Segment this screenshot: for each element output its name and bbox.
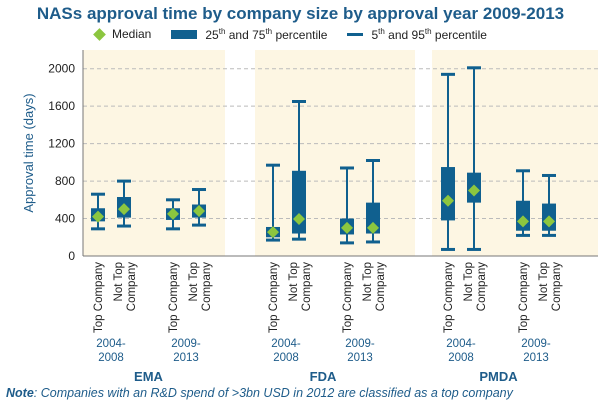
period-label-line: 2008	[448, 352, 474, 364]
median-marker	[193, 205, 205, 218]
category-label-line: Company	[551, 262, 563, 311]
box-pmda-0-1	[467, 66, 481, 251]
period-label-line: 2009-	[171, 338, 201, 350]
footnote: Note: Companies with an R&D spend of >3b…	[6, 386, 513, 400]
y-tick-label: 1600	[48, 99, 75, 113]
legend-whisker: 5th and 95th percentile	[347, 26, 487, 42]
category-label-line: Top Company	[518, 262, 530, 333]
category-label-line: Not Top	[538, 262, 550, 301]
category-label: Top Company	[168, 262, 180, 333]
box-fda-0-0	[266, 163, 280, 242]
agency-label: FDA	[310, 369, 337, 384]
period-label-line: 2013	[173, 352, 199, 364]
agency-band	[83, 50, 225, 256]
median-marker	[92, 210, 104, 223]
median-marker	[468, 184, 480, 197]
category-label-line: Company	[476, 262, 488, 311]
category-label-line: Company	[126, 262, 138, 311]
category-label-line: Not Top	[288, 262, 300, 301]
period-label-line: 2009-	[521, 338, 551, 350]
agency-band	[255, 50, 415, 256]
period-label-line: 2013	[523, 352, 549, 364]
period-label-line: 2004-	[446, 338, 476, 350]
median-marker	[367, 221, 379, 234]
category-label-line: Not Top	[362, 262, 374, 301]
median-marker	[442, 194, 454, 207]
box-ema-0-0	[91, 192, 105, 231]
box-swatch-icon	[171, 29, 198, 39]
category-label-line: Top Company	[268, 262, 280, 333]
box-fda-0-1	[292, 100, 306, 241]
box-ema-0-1	[117, 179, 131, 228]
y-tick-label: 1200	[48, 137, 75, 151]
period-label: 2009- 2013	[345, 338, 375, 364]
median-marker	[167, 207, 179, 220]
chart-title: NASs approval time by company size by ap…	[36, 4, 565, 23]
period-label-line: 2004-	[96, 338, 126, 350]
median-marker	[293, 213, 305, 226]
y-tick-label: 0	[68, 249, 75, 263]
category-label: Top Company	[342, 262, 354, 333]
category-label: Not TopCompany	[188, 262, 213, 311]
agency-label: PMDA	[479, 369, 518, 384]
box-fda-1-1	[366, 158, 380, 244]
box-ema-1-0	[166, 198, 180, 231]
legend-median-label: Median	[112, 27, 152, 41]
legend-box-label: 25th and 75th percentile	[205, 26, 328, 42]
category-label-line: Not Top	[113, 262, 125, 301]
box-pmda-0-0	[441, 72, 455, 251]
category-label: Not TopCompany	[538, 262, 563, 311]
legend-box: 25th and 75th percentile	[171, 27, 327, 42]
period-label-line: 2008	[98, 352, 124, 364]
legend-whisker-label: 5th and 95th percentile	[371, 26, 487, 42]
period-label: 2004- 2008	[96, 338, 126, 364]
category-label: Not TopCompany	[463, 262, 488, 311]
period-label-line: 2009-	[345, 338, 375, 350]
category-label-line: Company	[201, 262, 213, 311]
box-fda-1-0	[340, 166, 354, 245]
category-label: Top Company	[518, 262, 530, 333]
y-tick-label: 800	[55, 174, 75, 188]
category-label-line: Top Company	[443, 262, 455, 333]
iqr-box	[441, 167, 455, 221]
median-marker	[118, 203, 130, 216]
category-label-line: Company	[375, 262, 387, 311]
category-label-line: Not Top	[188, 262, 200, 301]
legend-median: Median	[93, 27, 152, 41]
period-label: 2004- 2008	[271, 338, 301, 364]
median-marker	[341, 221, 353, 234]
box-pmda-1-0	[516, 169, 530, 237]
category-label-line: Top Company	[342, 262, 354, 333]
median-marker	[543, 215, 555, 228]
box-ema-1-1	[192, 188, 206, 227]
period-label: 2004- 2008	[446, 338, 476, 364]
period-label-line: 2004-	[271, 338, 301, 350]
agency-band	[432, 50, 598, 256]
median-marker	[267, 226, 279, 239]
boxplot-chart: 0 400 800 1200 1600 2000 Approval time (days) T…	[21, 50, 598, 384]
y-axis-label: Approval time (days)	[21, 93, 36, 212]
category-label: Top Company	[93, 262, 105, 333]
category-label-line: Not Top	[463, 262, 475, 301]
period-label: 2009- 2013	[521, 338, 551, 364]
agency-label: EMA	[134, 369, 164, 384]
legend: Median 25th and 75th percentile 5th and …	[93, 25, 507, 43]
median-marker	[517, 215, 529, 228]
category-label: Not TopCompany	[362, 262, 387, 311]
whisker-swatch-icon	[347, 32, 364, 36]
category-label: Not TopCompany	[113, 262, 138, 311]
category-label: Top Company	[443, 262, 455, 333]
period-label-line: 2013	[347, 352, 373, 364]
period-label: 2009- 2013	[171, 338, 201, 364]
category-label: Top Company	[268, 262, 280, 333]
y-tick-label: 400	[55, 212, 75, 226]
category-label-line: Top Company	[168, 262, 180, 333]
category-label: Not TopCompany	[288, 262, 313, 311]
y-tick-label: 2000	[48, 62, 75, 76]
category-label-line: Company	[301, 262, 313, 311]
period-label-line: 2008	[273, 352, 299, 364]
category-label-line: Top Company	[93, 262, 105, 333]
box-pmda-1-1	[542, 173, 556, 237]
